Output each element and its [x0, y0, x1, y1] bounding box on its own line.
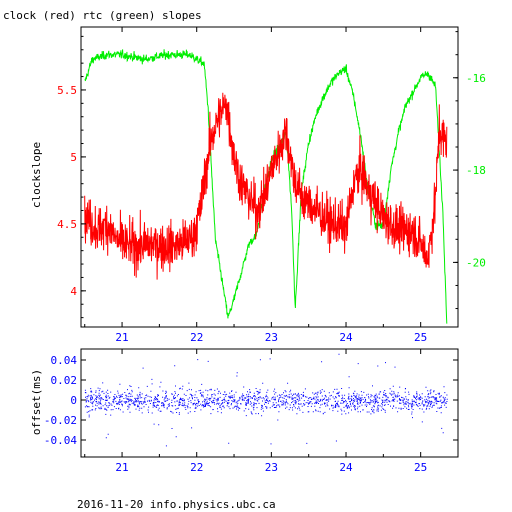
bottom-y-tick-label: 0.04 [51, 354, 78, 367]
bottom-x-tick-label: 21 [115, 461, 128, 474]
bottom-x-tick-label: 22 [190, 461, 203, 474]
top-x-tick-label: 25 [414, 331, 427, 344]
offset-points [84, 353, 448, 447]
top-x-tick-label: 24 [339, 331, 353, 344]
bottom-x-tick-label: 24 [339, 461, 353, 474]
bottom-x-tick-label: 25 [414, 461, 427, 474]
footer-credit: 2016-11-20 info.physics.ubc.ca [77, 498, 276, 511]
top-y-axis-label: clockslope [30, 142, 43, 208]
bottom-plot: 21 22 23 24 25 0.04 0.02 0 -0.02 -0.04 offset(ms) [30, 348, 459, 474]
top-plot-ticks: 21 22 23 24 25 4 4.5 5 5.5 -16 -18 -20 [57, 27, 486, 344]
clock-slope-line [84, 92, 448, 280]
top-x-tick-label: 23 [265, 331, 278, 344]
bottom-y-axis-label: offset(ms) [30, 369, 43, 435]
bottom-plot-frame [80, 348, 459, 458]
bottom-plot-ticks: 21 22 23 24 25 0.04 0.02 0 -0.02 -0.04 [44, 349, 458, 474]
bottom-y-tick-label: 0 [70, 394, 77, 407]
bottom-y-tick-label: -0.04 [44, 434, 77, 447]
bottom-y-tick-label: 0.02 [51, 374, 78, 387]
top-x-tick-label: 21 [115, 331, 128, 344]
top-plot-frame [80, 26, 459, 328]
offset-series [84, 353, 448, 447]
chart-title: clock (red) rtc (green) slopes [3, 9, 202, 22]
top-y2-tick-label: -20 [466, 256, 486, 269]
top-y2-tick-label: -16 [466, 72, 486, 85]
top-y-tick-label: 5.5 [57, 84, 77, 97]
top-y2-tick-label: -18 [466, 164, 486, 177]
top-x-tick-label: 22 [190, 331, 203, 344]
bottom-x-tick-label: 23 [265, 461, 278, 474]
top-y-tick-label: 4 [70, 285, 77, 298]
top-plot: 21 22 23 24 25 4 4.5 5 5.5 -16 -18 -20 clockslope [30, 26, 486, 344]
clock-slope-series [84, 92, 448, 280]
top-y-tick-label: 5 [70, 151, 77, 164]
bottom-y-tick-label: -0.02 [44, 414, 77, 427]
top-y-tick-label: 4.5 [57, 218, 77, 231]
